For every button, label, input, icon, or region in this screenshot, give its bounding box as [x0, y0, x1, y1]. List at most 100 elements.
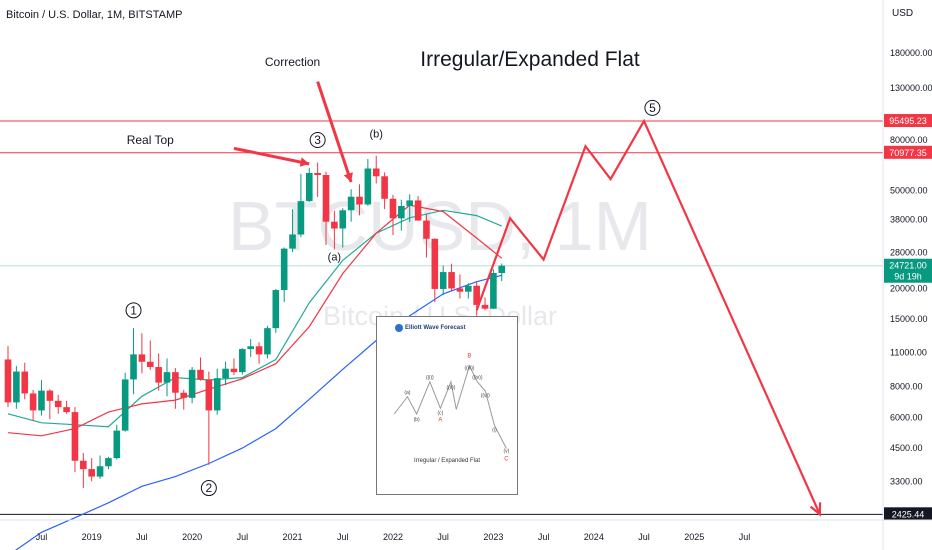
forecast-arrowhead: [809, 502, 822, 517]
candle-body: [448, 272, 455, 289]
countdown-label: 9d 19h: [894, 272, 922, 282]
candle-body: [389, 198, 397, 219]
wave-label: 2: [206, 481, 213, 495]
candle-body: [180, 392, 188, 398]
y-tick-label: 180000.00: [890, 48, 932, 58]
y-tick-label: 130000.00: [890, 83, 932, 93]
inset-wave-label: (a): [404, 390, 410, 396]
x-tick-label: 2020: [182, 532, 202, 542]
inset-wave-label: (v): [503, 449, 509, 455]
candle-body: [29, 393, 37, 411]
y-tick-label: 15000.00: [890, 314, 928, 324]
annotation-text: Correction: [265, 55, 320, 69]
y-tick-label: 28000.00: [890, 247, 928, 257]
y-tick-label: 20000.00: [890, 283, 928, 293]
candle-body: [431, 238, 439, 289]
candle-body: [96, 466, 104, 477]
candle-body: [322, 174, 330, 222]
forecast-path: [475, 118, 821, 515]
inset-logo-text: Elliott Wave Forecast: [405, 325, 466, 331]
currency-label: USD: [892, 8, 914, 19]
candle-body: [423, 220, 430, 239]
x-tick-label: Jul: [237, 532, 249, 542]
inset-wave-label: C: [504, 457, 509, 463]
candle-body: [289, 234, 296, 249]
candle-body: [54, 400, 62, 408]
candle-body: [130, 354, 137, 380]
x-tick-label: Jul: [638, 532, 650, 542]
inset-wave-label: (b): [414, 417, 420, 423]
y-tick-label: 8000.00: [890, 382, 923, 392]
x-tick-label: 2023: [483, 532, 503, 542]
price-tag: [884, 507, 932, 521]
candle-body: [146, 361, 154, 368]
inset-wave-label: ((ii)): [447, 385, 456, 391]
candle-body: [121, 379, 129, 431]
annotation-arrowhead: [343, 172, 353, 183]
candle-body: [239, 349, 246, 373]
candle-body: [155, 367, 162, 383]
wave-label: (b): [370, 129, 383, 141]
inset-wave-label: A: [438, 417, 442, 423]
x-tick-label: Jul: [36, 532, 48, 542]
elliott-wave-inset: Elliott Wave Forecast A B C (a) (b) (c) ((i)) (…: [376, 316, 518, 495]
logo-icon: [395, 324, 403, 332]
candle-body: [264, 328, 271, 355]
x-tick-label: 2022: [383, 532, 403, 542]
inset-diagram: A B C (a) (b) (c) ((i)) ((ii)) ((iii)) ((iv)) ((v)…: [393, 354, 510, 463]
price-tag-label: 70977.35: [889, 148, 927, 158]
candle-body: [21, 371, 29, 394]
candle-body: [305, 172, 313, 202]
candle-body: [280, 248, 288, 291]
candle-body: [80, 460, 87, 470]
x-tick-label: Jul: [136, 532, 148, 542]
x-tick-label: 2025: [684, 532, 704, 542]
candle-body: [356, 196, 363, 205]
candle-body: [172, 372, 179, 393]
candle-body: [439, 272, 447, 289]
candle-body: [222, 368, 229, 379]
annotation-text: Real Top: [127, 133, 174, 147]
candle-body: [188, 369, 196, 398]
x-tick-label: 2019: [82, 532, 102, 542]
candle-body: [339, 210, 347, 229]
wave-circle: [125, 302, 142, 319]
y-tick-label: 38000.00: [890, 215, 928, 225]
candle-body: [490, 272, 497, 309]
x-tick-label: Jul: [739, 532, 751, 542]
wave-label: 3: [314, 133, 321, 147]
ma-green-line: [7, 209, 503, 428]
candle-body: [255, 346, 263, 355]
candle-body: [247, 346, 254, 350]
x-tick-label: Jul: [437, 532, 449, 542]
inset-caption: Irregular / Expanded Flat: [413, 458, 481, 464]
candle-body: [105, 458, 112, 467]
candle-body: [88, 469, 95, 477]
candle-body: [473, 285, 480, 305]
wave-label: (a): [328, 251, 341, 263]
y-tick-label: 11000.00: [890, 347, 927, 357]
candle-body: [46, 390, 54, 401]
x-tick-label: Jul: [538, 532, 550, 542]
annotation-arrow: [233, 146, 310, 166]
price-tag-label: 24721.00: [889, 261, 927, 271]
watermark-ticker: BTCUSD, 1M: [228, 187, 652, 265]
wave-circle: [644, 99, 661, 116]
chart-title: Irregular/Expanded Flat: [420, 48, 640, 71]
inset-wave-label: (c): [437, 410, 443, 416]
inset-wave-label: ((iv)): [472, 375, 483, 381]
candle-body: [205, 379, 213, 411]
price-tag: [884, 114, 932, 128]
candle-body: [464, 285, 472, 292]
candle-body: [71, 412, 79, 461]
candle-body: [230, 368, 238, 373]
x-tick-label: Jul: [337, 532, 349, 542]
wave-circle: [309, 131, 326, 148]
inset-wave-label: ((iii)): [464, 366, 474, 372]
inset-wave-label: (i): [492, 428, 497, 434]
price-tag: [884, 145, 932, 159]
candle-body: [197, 369, 204, 380]
price-tag-label: 2425.44: [892, 509, 925, 519]
candle-body: [297, 201, 305, 235]
